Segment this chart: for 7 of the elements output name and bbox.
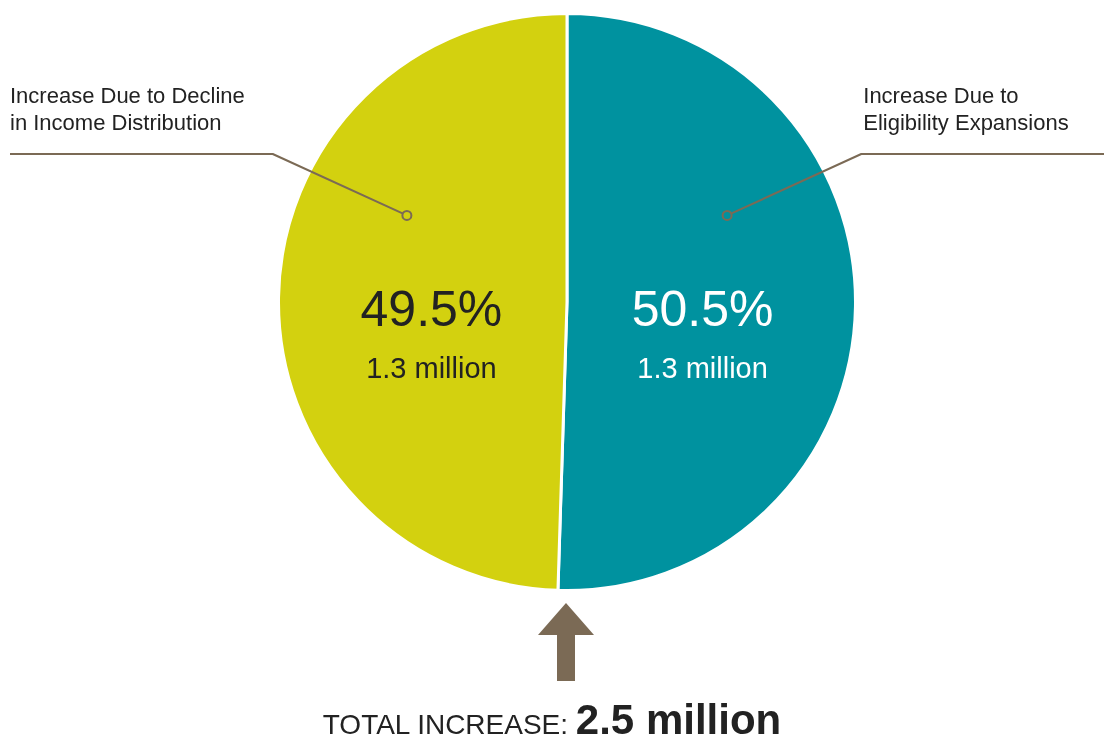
text: TOTAL INCREASE: 2.5 million (321, 696, 783, 744)
text: 1.3 million (366, 352, 497, 384)
slice-label: Increase Due to Eligibility Expansions (863, 82, 1070, 136)
text: 1.3 million (637, 352, 768, 384)
data-label: 49.5% (360, 280, 503, 337)
data-label: 50.5% (631, 280, 774, 337)
slice-label: Increase Due to Decline in Income Distribution (10, 82, 246, 136)
